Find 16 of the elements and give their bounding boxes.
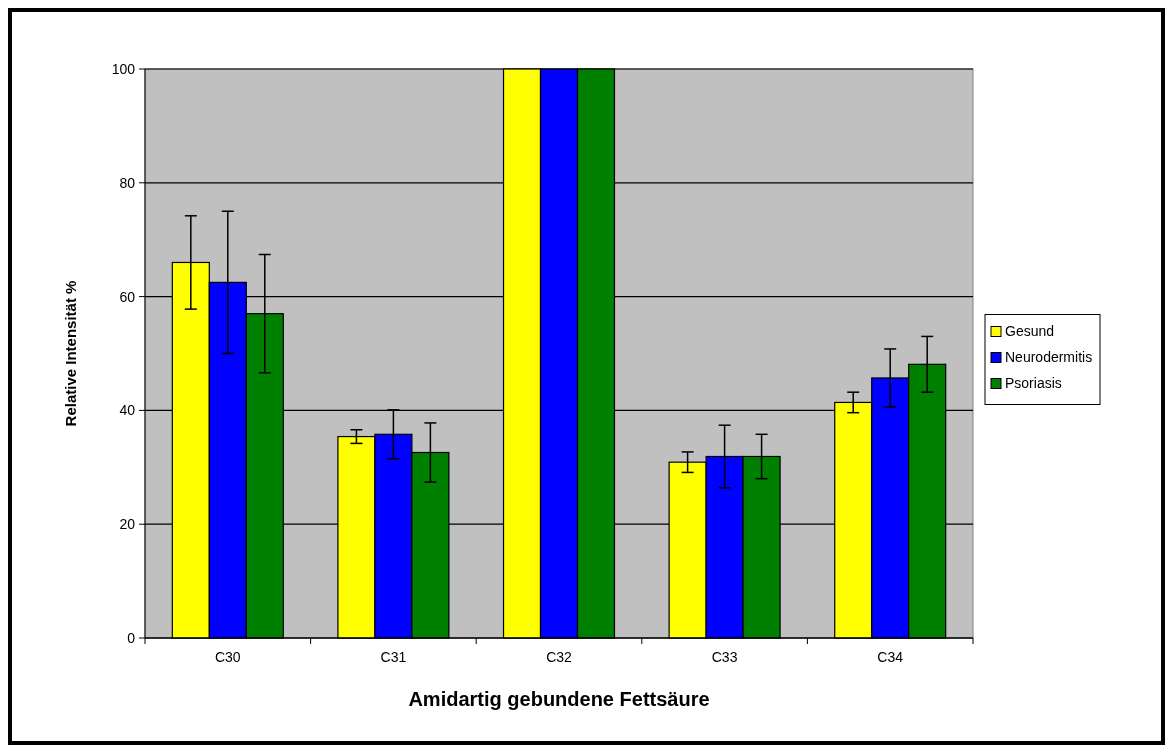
y-tick-label: 60 — [119, 288, 136, 305]
y-tick-label: 100 — [111, 60, 136, 77]
legend-label: Neurodermitis — [1005, 349, 1093, 366]
x-tick-label: C34 — [877, 649, 904, 665]
y-tick-label: 80 — [119, 174, 136, 191]
legend-label: Psoriasis — [1005, 375, 1062, 392]
legend-label: Gesund — [1005, 323, 1055, 340]
x-axis-title: Amidartig gebundene Fettsäure — [408, 688, 710, 710]
y-tick-label: 40 — [119, 402, 136, 419]
x-tick-label: C31 — [380, 649, 407, 665]
y-tick-label: 0 — [127, 629, 136, 646]
x-tick-label: C33 — [711, 649, 738, 665]
x-tick-label: C32 — [546, 649, 573, 665]
x-tick-label: C30 — [214, 649, 241, 665]
y-tick-label: 20 — [119, 516, 136, 533]
y-axis-title: Relative Intensität % — [62, 280, 79, 427]
